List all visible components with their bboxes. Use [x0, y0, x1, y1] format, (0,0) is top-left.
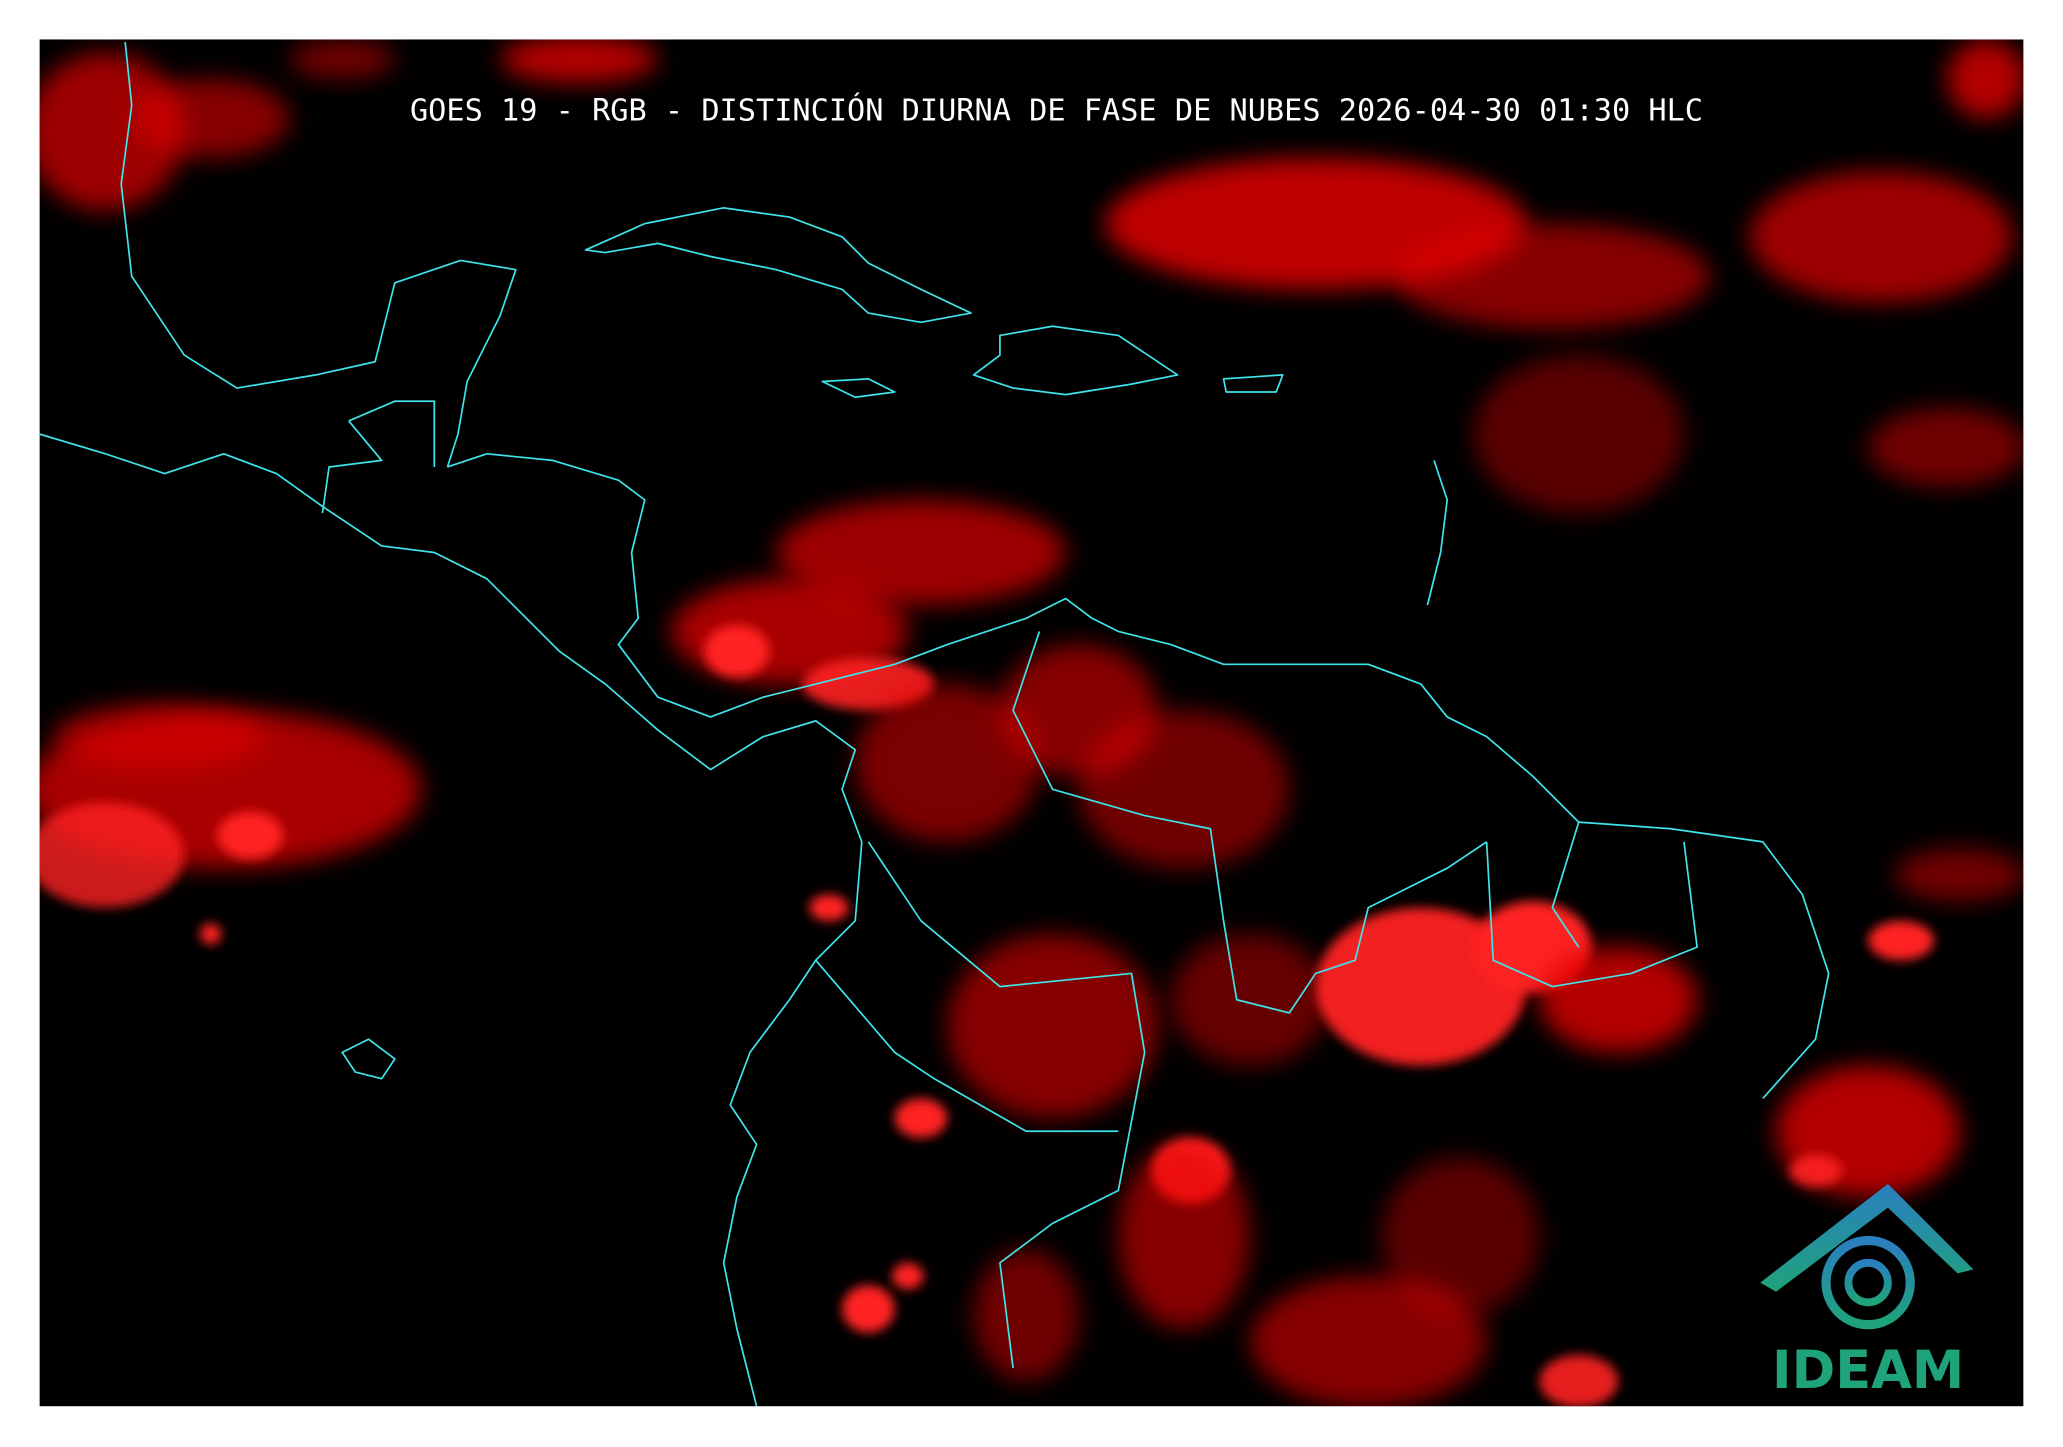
coastline [39, 433, 863, 1407]
coastline [447, 452, 1830, 1099]
cloud [1868, 920, 1934, 961]
cloud [1539, 947, 1698, 1053]
cloud [1868, 407, 2024, 487]
cloud [892, 1262, 924, 1290]
coastline [972, 325, 1179, 396]
cloud [809, 894, 849, 921]
cloud [1078, 710, 1290, 869]
cloud [1249, 1276, 1487, 1407]
cloud [947, 933, 1158, 1119]
cloud [1118, 1144, 1250, 1329]
cloud [1394, 223, 1711, 329]
cloud [1170, 933, 1329, 1066]
cloud [1894, 848, 2024, 902]
cloud [894, 1098, 948, 1138]
coastline [120, 42, 517, 468]
cloud [1473, 355, 1684, 514]
logo-swirl [1821, 1235, 1915, 1330]
coastlines [39, 42, 1830, 1407]
cloud [52, 703, 264, 770]
border [321, 400, 1698, 1369]
logo: IDEAM [1760, 1183, 1974, 1401]
cloud [39, 802, 185, 908]
cloud [973, 1249, 1079, 1382]
cloud [842, 1285, 895, 1333]
cloud [131, 78, 290, 158]
logo-swirl [1844, 1258, 1892, 1307]
coastline [584, 206, 972, 324]
coastline [821, 374, 1284, 399]
cloud-layer [39, 39, 2024, 1407]
logo-roof [1760, 1183, 1974, 1292]
cloud [200, 923, 222, 945]
cloud [703, 624, 770, 678]
cloud [39, 52, 185, 211]
cloud [1539, 1354, 1619, 1407]
cloud [776, 499, 1066, 606]
cloud [289, 39, 395, 79]
cloud [1749, 171, 2013, 303]
cloud [1947, 39, 2024, 119]
logo-label: IDEAM [1772, 1340, 1964, 1401]
map-title: GOES 19 - RGB - DISTINCIÓN DIURNA DE FAS… [410, 91, 1703, 128]
cloud [1381, 1157, 1540, 1316]
cloud [1789, 1154, 1842, 1187]
cloud [855, 684, 1040, 842]
cloud [217, 811, 284, 859]
coastline [341, 460, 1449, 1080]
cloud [500, 39, 658, 83]
